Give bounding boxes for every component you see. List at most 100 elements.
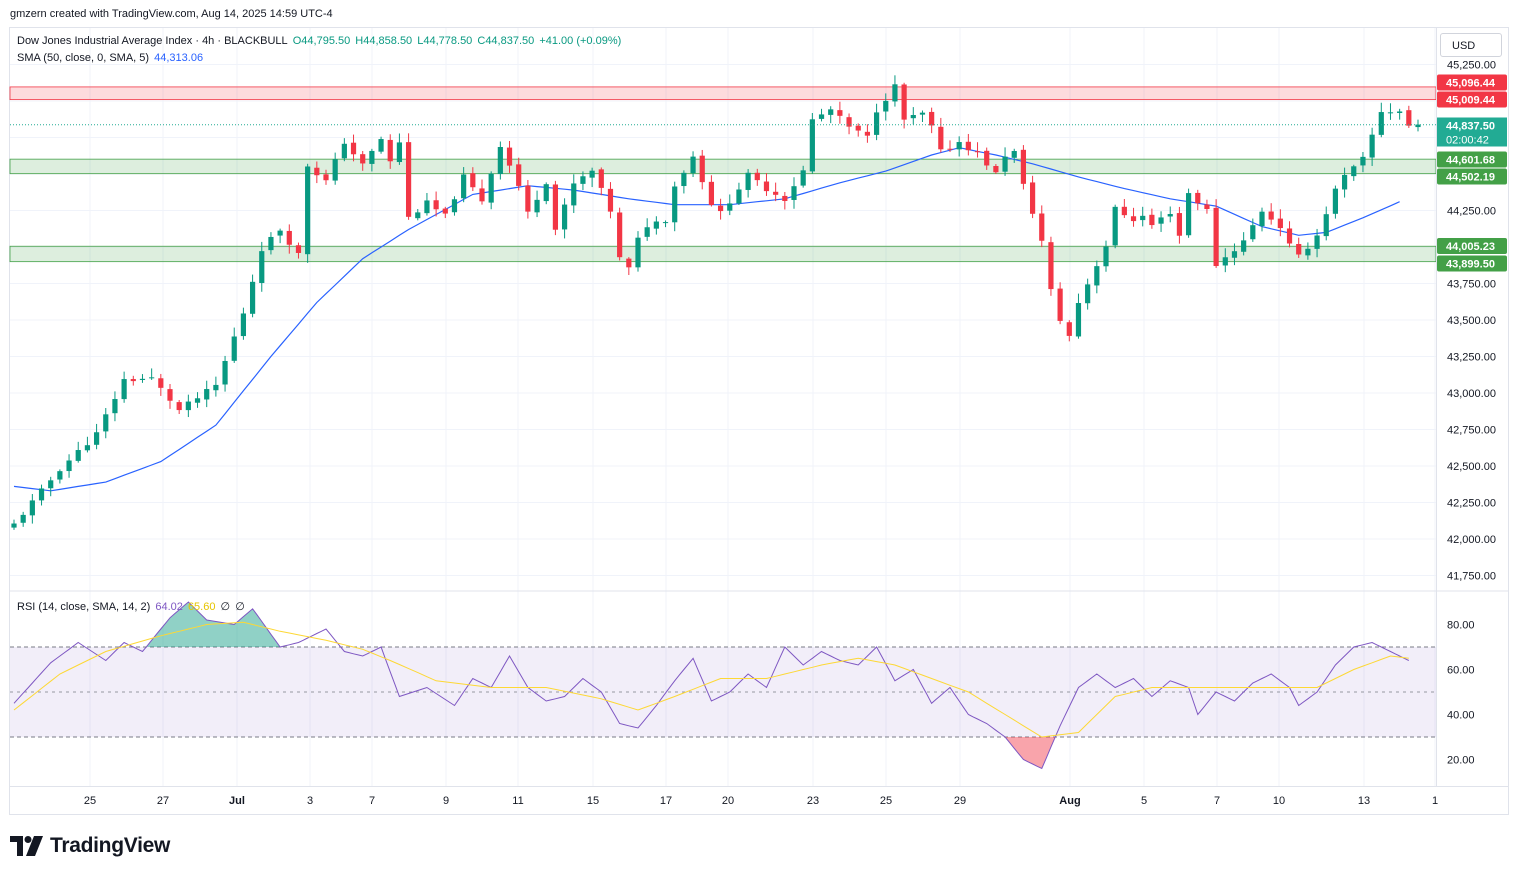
price-tick-label: 42,000.00 (1447, 534, 1496, 546)
candle (415, 208, 421, 221)
candle (1268, 203, 1274, 225)
symbol-legend[interactable]: Dow Jones Industrial Average Index · 4h … (17, 35, 623, 47)
candle-body (1048, 242, 1054, 290)
candle (993, 164, 999, 174)
candle (84, 436, 91, 453)
candle-body (1314, 235, 1320, 249)
candle-body (29, 500, 35, 516)
candle (286, 224, 292, 254)
sma-legend[interactable]: SMA (50, close, 0, SMA, 5) 44,313.06 (17, 52, 205, 64)
candle (75, 441, 81, 463)
candle (1140, 206, 1146, 227)
candle-body (268, 236, 274, 251)
candle (1397, 108, 1403, 120)
candle (873, 103, 880, 141)
candle (919, 110, 926, 123)
candle (800, 165, 806, 188)
candle-body (1222, 257, 1228, 266)
price-label-0: 45,096.44 (1446, 78, 1496, 90)
candle (1057, 282, 1063, 325)
candle-body (607, 188, 614, 212)
candle (479, 179, 485, 205)
currency-selector[interactable]: USD (1440, 33, 1502, 57)
candle-body (341, 143, 347, 159)
support-zone-2 (9, 245, 1437, 263)
price-label-5: 44,502.19 (1446, 172, 1495, 184)
candle (1103, 240, 1109, 272)
candle (259, 241, 265, 292)
price-zones[interactable] (9, 86, 1437, 263)
candle (662, 220, 669, 228)
time-tick-label: 7 (369, 795, 375, 807)
candle-body (1167, 214, 1173, 217)
rsi-line (13, 601, 1410, 770)
sma-line-layer (13, 147, 1400, 492)
candle-body (892, 84, 898, 102)
candle-body (433, 200, 439, 210)
candle (892, 75, 898, 107)
sma-label[interactable]: SMA (50, close, 0, SMA, 5) (17, 52, 150, 64)
rsi-label[interactable]: RSI (14, close, SMA, 14, 2) (17, 601, 151, 613)
candle-body (442, 208, 448, 214)
candle (1332, 185, 1339, 219)
time-tick-label: 15 (587, 795, 599, 807)
candle (66, 454, 72, 478)
price-label-6: 44,005.23 (1446, 241, 1495, 253)
candle (956, 136, 962, 157)
candle-body (1158, 217, 1164, 224)
rsi-pane[interactable]: 80.00 60.00 40.00 20.00 (10, 601, 1475, 770)
candle-body (204, 389, 210, 400)
candle-body (369, 150, 375, 164)
tradingview-logo-icon (10, 836, 43, 856)
candle-body (1378, 112, 1384, 135)
candle (93, 423, 100, 450)
candle-body (828, 109, 834, 115)
chart-frame[interactable] (9, 27, 1509, 815)
candle (350, 134, 357, 162)
candle-body (84, 445, 91, 451)
candle-body (1259, 211, 1265, 227)
rsi-tick-label: 20.00 (1447, 755, 1475, 767)
candle (571, 174, 577, 214)
time-tick-label: 5 (1141, 795, 1147, 807)
candle-body (185, 401, 191, 411)
candle-body (1305, 248, 1311, 256)
candle-body (809, 119, 815, 172)
axes[interactable]: 25 27 Jul 3 7 9 11 15 17 20 23 25 29 Aug 5 7 10 13 1 (10, 28, 1508, 807)
candle (497, 141, 503, 180)
tradingview-logo[interactable]: TradingView (10, 832, 170, 860)
candle-body (1332, 188, 1339, 214)
candle-body (314, 167, 320, 176)
candle (1195, 189, 1201, 211)
time-tick-label: Aug (1059, 795, 1080, 807)
candle (901, 82, 907, 129)
time-tick-label: 9 (443, 795, 449, 807)
candle (20, 511, 26, 527)
time-tick-label: 7 (1214, 795, 1220, 807)
candle (1250, 218, 1256, 242)
symbol-name[interactable]: Dow Jones Industrial Average Index · 4h … (17, 35, 288, 47)
time-tick-label: 29 (954, 795, 966, 807)
candle-body (791, 186, 797, 200)
candle (396, 133, 403, 165)
candle (130, 375, 136, 386)
candle (883, 93, 889, 121)
candle-body (690, 156, 696, 174)
candle (837, 101, 843, 124)
candle (38, 484, 45, 506)
candle (1204, 199, 1210, 214)
candle-body (1011, 151, 1017, 158)
rsi-legend[interactable]: RSI (14, close, SMA, 14, 2) 64.02 65.60 … (17, 600, 247, 613)
candle (552, 180, 559, 236)
candle (534, 190, 540, 218)
candle-body (901, 84, 907, 120)
candle-body (919, 112, 926, 115)
candle (222, 355, 228, 392)
candle (1112, 204, 1118, 249)
candle-body (222, 360, 228, 385)
candle (1415, 119, 1421, 132)
candle (745, 169, 751, 198)
change-value: +41.00 (+0.09%) (539, 35, 622, 47)
candle (1341, 167, 1348, 198)
